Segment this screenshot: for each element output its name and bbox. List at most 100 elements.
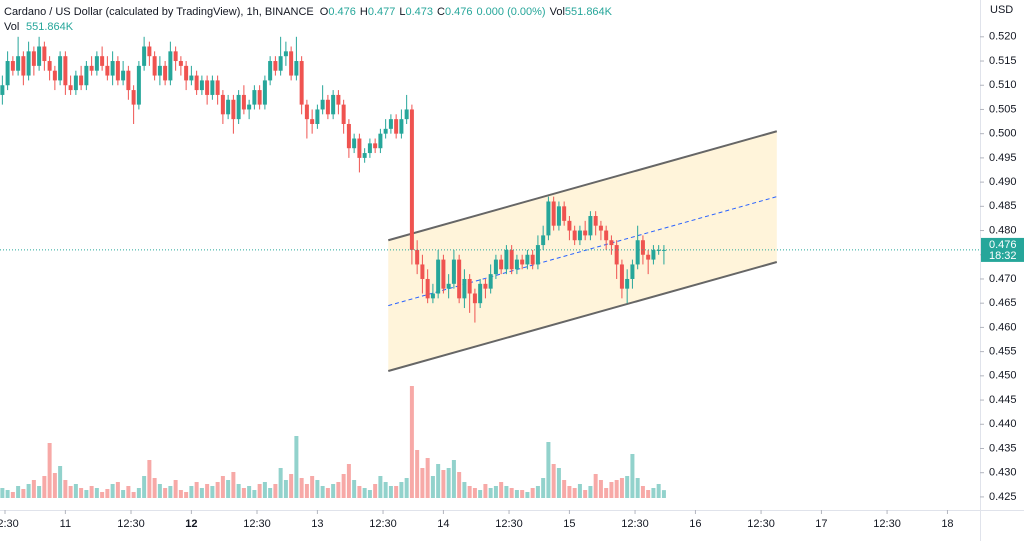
candle-body bbox=[399, 119, 404, 134]
candle-body bbox=[588, 216, 593, 236]
volume-bar bbox=[262, 482, 267, 498]
x-tick-label: 12:30 bbox=[243, 518, 271, 530]
volume-bar bbox=[294, 436, 299, 498]
volume-bar bbox=[551, 464, 556, 498]
candle-body bbox=[598, 225, 603, 231]
y-tick-label: 0.435 bbox=[989, 442, 1017, 454]
candle-body bbox=[79, 75, 84, 86]
last-price-box bbox=[981, 237, 1024, 262]
candle-body bbox=[68, 85, 73, 91]
volume-bar bbox=[388, 486, 393, 498]
candle-body bbox=[614, 245, 619, 265]
channel-upper bbox=[388, 130, 778, 242]
volume-bar bbox=[142, 476, 147, 498]
volume-bar bbox=[289, 474, 294, 498]
candle-body bbox=[352, 138, 357, 149]
candle-body bbox=[58, 56, 63, 81]
volume-bar bbox=[378, 476, 383, 498]
volume-bar bbox=[598, 480, 603, 498]
channel-middle bbox=[388, 196, 777, 307]
candle-body bbox=[163, 65, 168, 81]
candle-body bbox=[84, 65, 89, 86]
candle-body bbox=[194, 75, 199, 91]
candle-body bbox=[152, 56, 157, 76]
volume-bar bbox=[478, 490, 483, 498]
candle-body bbox=[635, 240, 640, 265]
volume-bar bbox=[541, 478, 546, 498]
candle-body bbox=[210, 80, 215, 95]
volume-bar bbox=[504, 486, 509, 498]
y-tick-label: 0.520 bbox=[989, 31, 1017, 43]
candle-body bbox=[241, 94, 246, 110]
volume-bar bbox=[283, 480, 288, 498]
volume-bar bbox=[273, 484, 278, 498]
candle-body bbox=[310, 119, 315, 124]
volume-bar bbox=[583, 490, 588, 498]
channel-lower bbox=[388, 261, 778, 372]
legend-key: C bbox=[437, 6, 445, 18]
volume-bar bbox=[226, 480, 231, 498]
volume-bar bbox=[588, 486, 593, 498]
volume-bar bbox=[236, 484, 241, 498]
volume-bar bbox=[205, 484, 210, 498]
x-tick-label: 15 bbox=[563, 518, 575, 530]
candle-body bbox=[483, 283, 488, 289]
candle-body bbox=[357, 138, 362, 158]
candle-body bbox=[651, 249, 656, 260]
candle-body bbox=[593, 216, 598, 226]
volume-bar bbox=[37, 486, 42, 498]
candle-body bbox=[320, 99, 325, 110]
volume-bar bbox=[556, 468, 561, 498]
volume-bar bbox=[84, 490, 89, 498]
volume-bar bbox=[656, 484, 661, 498]
legend-value: 0.473 bbox=[405, 6, 433, 18]
candle-body bbox=[215, 80, 220, 95]
volume-bar bbox=[409, 386, 414, 498]
volume-bar bbox=[346, 464, 351, 498]
volume-bar bbox=[325, 488, 330, 498]
volume-bar bbox=[567, 486, 572, 498]
volume-bar bbox=[299, 478, 304, 498]
legend-key: L bbox=[399, 6, 405, 18]
x-tick-label: 18 bbox=[941, 518, 953, 530]
volume-bar bbox=[362, 488, 367, 498]
candle-body bbox=[331, 94, 336, 115]
candle-body bbox=[520, 259, 525, 265]
candle-body bbox=[278, 56, 283, 71]
volume-bar bbox=[331, 484, 336, 498]
volume-bar bbox=[310, 476, 315, 498]
candle-body bbox=[121, 70, 126, 81]
volume-bar bbox=[367, 490, 372, 498]
candle-body bbox=[325, 99, 330, 115]
candle-body bbox=[157, 65, 162, 76]
candle-body bbox=[619, 264, 624, 289]
candle-body bbox=[630, 264, 635, 279]
candle-body bbox=[551, 201, 556, 226]
candle-body bbox=[226, 99, 231, 115]
candle-body bbox=[247, 104, 252, 110]
volume-bar bbox=[247, 486, 252, 498]
volume-bar bbox=[630, 454, 635, 498]
volume-bar bbox=[184, 492, 189, 498]
volume-bar bbox=[399, 482, 404, 498]
volume-bar bbox=[320, 486, 325, 498]
candle-body bbox=[236, 94, 241, 120]
volume-bar bbox=[68, 486, 73, 498]
candle-body bbox=[499, 259, 504, 270]
volume-bar bbox=[231, 472, 236, 498]
volume-bar bbox=[100, 492, 105, 498]
candle-body bbox=[37, 46, 42, 66]
candle-body bbox=[409, 109, 414, 250]
volume-bar bbox=[168, 486, 173, 498]
y-tick-label: 0.465 bbox=[989, 297, 1017, 309]
candle-body bbox=[147, 46, 152, 57]
volume-bar bbox=[509, 488, 514, 498]
candle-body bbox=[567, 220, 572, 231]
candle-body bbox=[289, 51, 294, 76]
volume-bar bbox=[462, 482, 467, 498]
y-tick-label: 0.460 bbox=[989, 321, 1017, 333]
y-tick-label: 0.495 bbox=[989, 152, 1017, 164]
y-tick-label: 0.450 bbox=[989, 370, 1017, 382]
candle-body bbox=[525, 254, 530, 265]
